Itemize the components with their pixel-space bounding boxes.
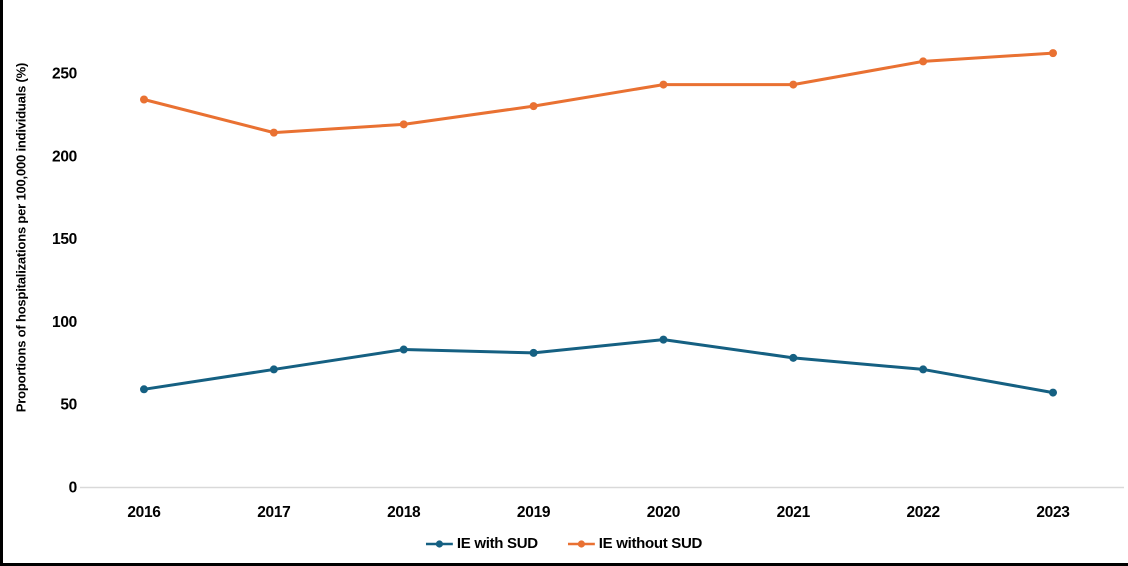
x-tick-label-2022: 2022: [906, 504, 939, 521]
left-border-line: [0, 0, 3, 566]
data-point-ie-without-sud-2017: [269, 128, 278, 137]
data-point-ie-with-sud-2020: [659, 335, 668, 344]
series-line-ie-with-sud: [142, 338, 1055, 395]
data-point-ie-with-sud-2018: [399, 345, 408, 354]
y-tick-label: 150: [52, 231, 77, 248]
legend-item-ie-without-sud[interactable]: IE without SUD: [567, 535, 703, 552]
data-point-ie-without-sud-2022: [919, 57, 928, 66]
data-point-ie-with-sud-2021: [789, 353, 798, 362]
data-point-ie-with-sud-2016: [140, 385, 148, 394]
series-line-ie-without-sud: [142, 51, 1055, 135]
data-point-ie-with-sud-2023: [1049, 388, 1057, 397]
data-point-ie-without-sud-2023: [1049, 49, 1057, 58]
x-tick-label-2019: 2019: [517, 504, 551, 521]
x-tick-label-2016: 2016: [127, 504, 161, 521]
y-tick-label: 200: [52, 148, 77, 165]
x-tick-label-2021: 2021: [777, 504, 811, 521]
data-point-ie-without-sud-2019: [529, 102, 538, 111]
ie-without-sud-line-marker-icon: [567, 539, 595, 548]
y-tick-label: 100: [52, 314, 77, 331]
data-point-ie-without-sud-2018: [399, 120, 408, 129]
y-tick-label: 0: [69, 480, 77, 497]
ie-with-sud-line-marker-icon: [425, 539, 453, 548]
x-tick-label-2020: 2020: [647, 504, 680, 521]
data-point-ie-without-sud-2016: [140, 95, 148, 104]
legend-label-ie-with-sud: IE with SUD: [456, 535, 538, 552]
x-tick-label-2017: 2017: [257, 504, 290, 521]
legend-label-ie-without-sud: IE without SUD: [598, 535, 703, 552]
data-point-ie-with-sud-2019: [529, 348, 538, 357]
data-point-ie-with-sud-2022: [919, 365, 928, 374]
legend-item-ie-with-sud[interactable]: IE with SUD: [425, 535, 538, 552]
legend: IE with SUD IE without SUD: [425, 535, 703, 552]
x-tick-label-2018: 2018: [387, 504, 421, 521]
y-tick-label: 250: [52, 66, 77, 83]
x-tick-label-2023: 2023: [1036, 504, 1070, 521]
data-point-ie-without-sud-2021: [789, 80, 798, 89]
bottom-border-line: [0, 563, 1128, 566]
data-point-ie-without-sud-2020: [659, 80, 668, 89]
data-point-ie-with-sud-2017: [269, 365, 278, 374]
y-tick-label: 50: [60, 397, 77, 414]
